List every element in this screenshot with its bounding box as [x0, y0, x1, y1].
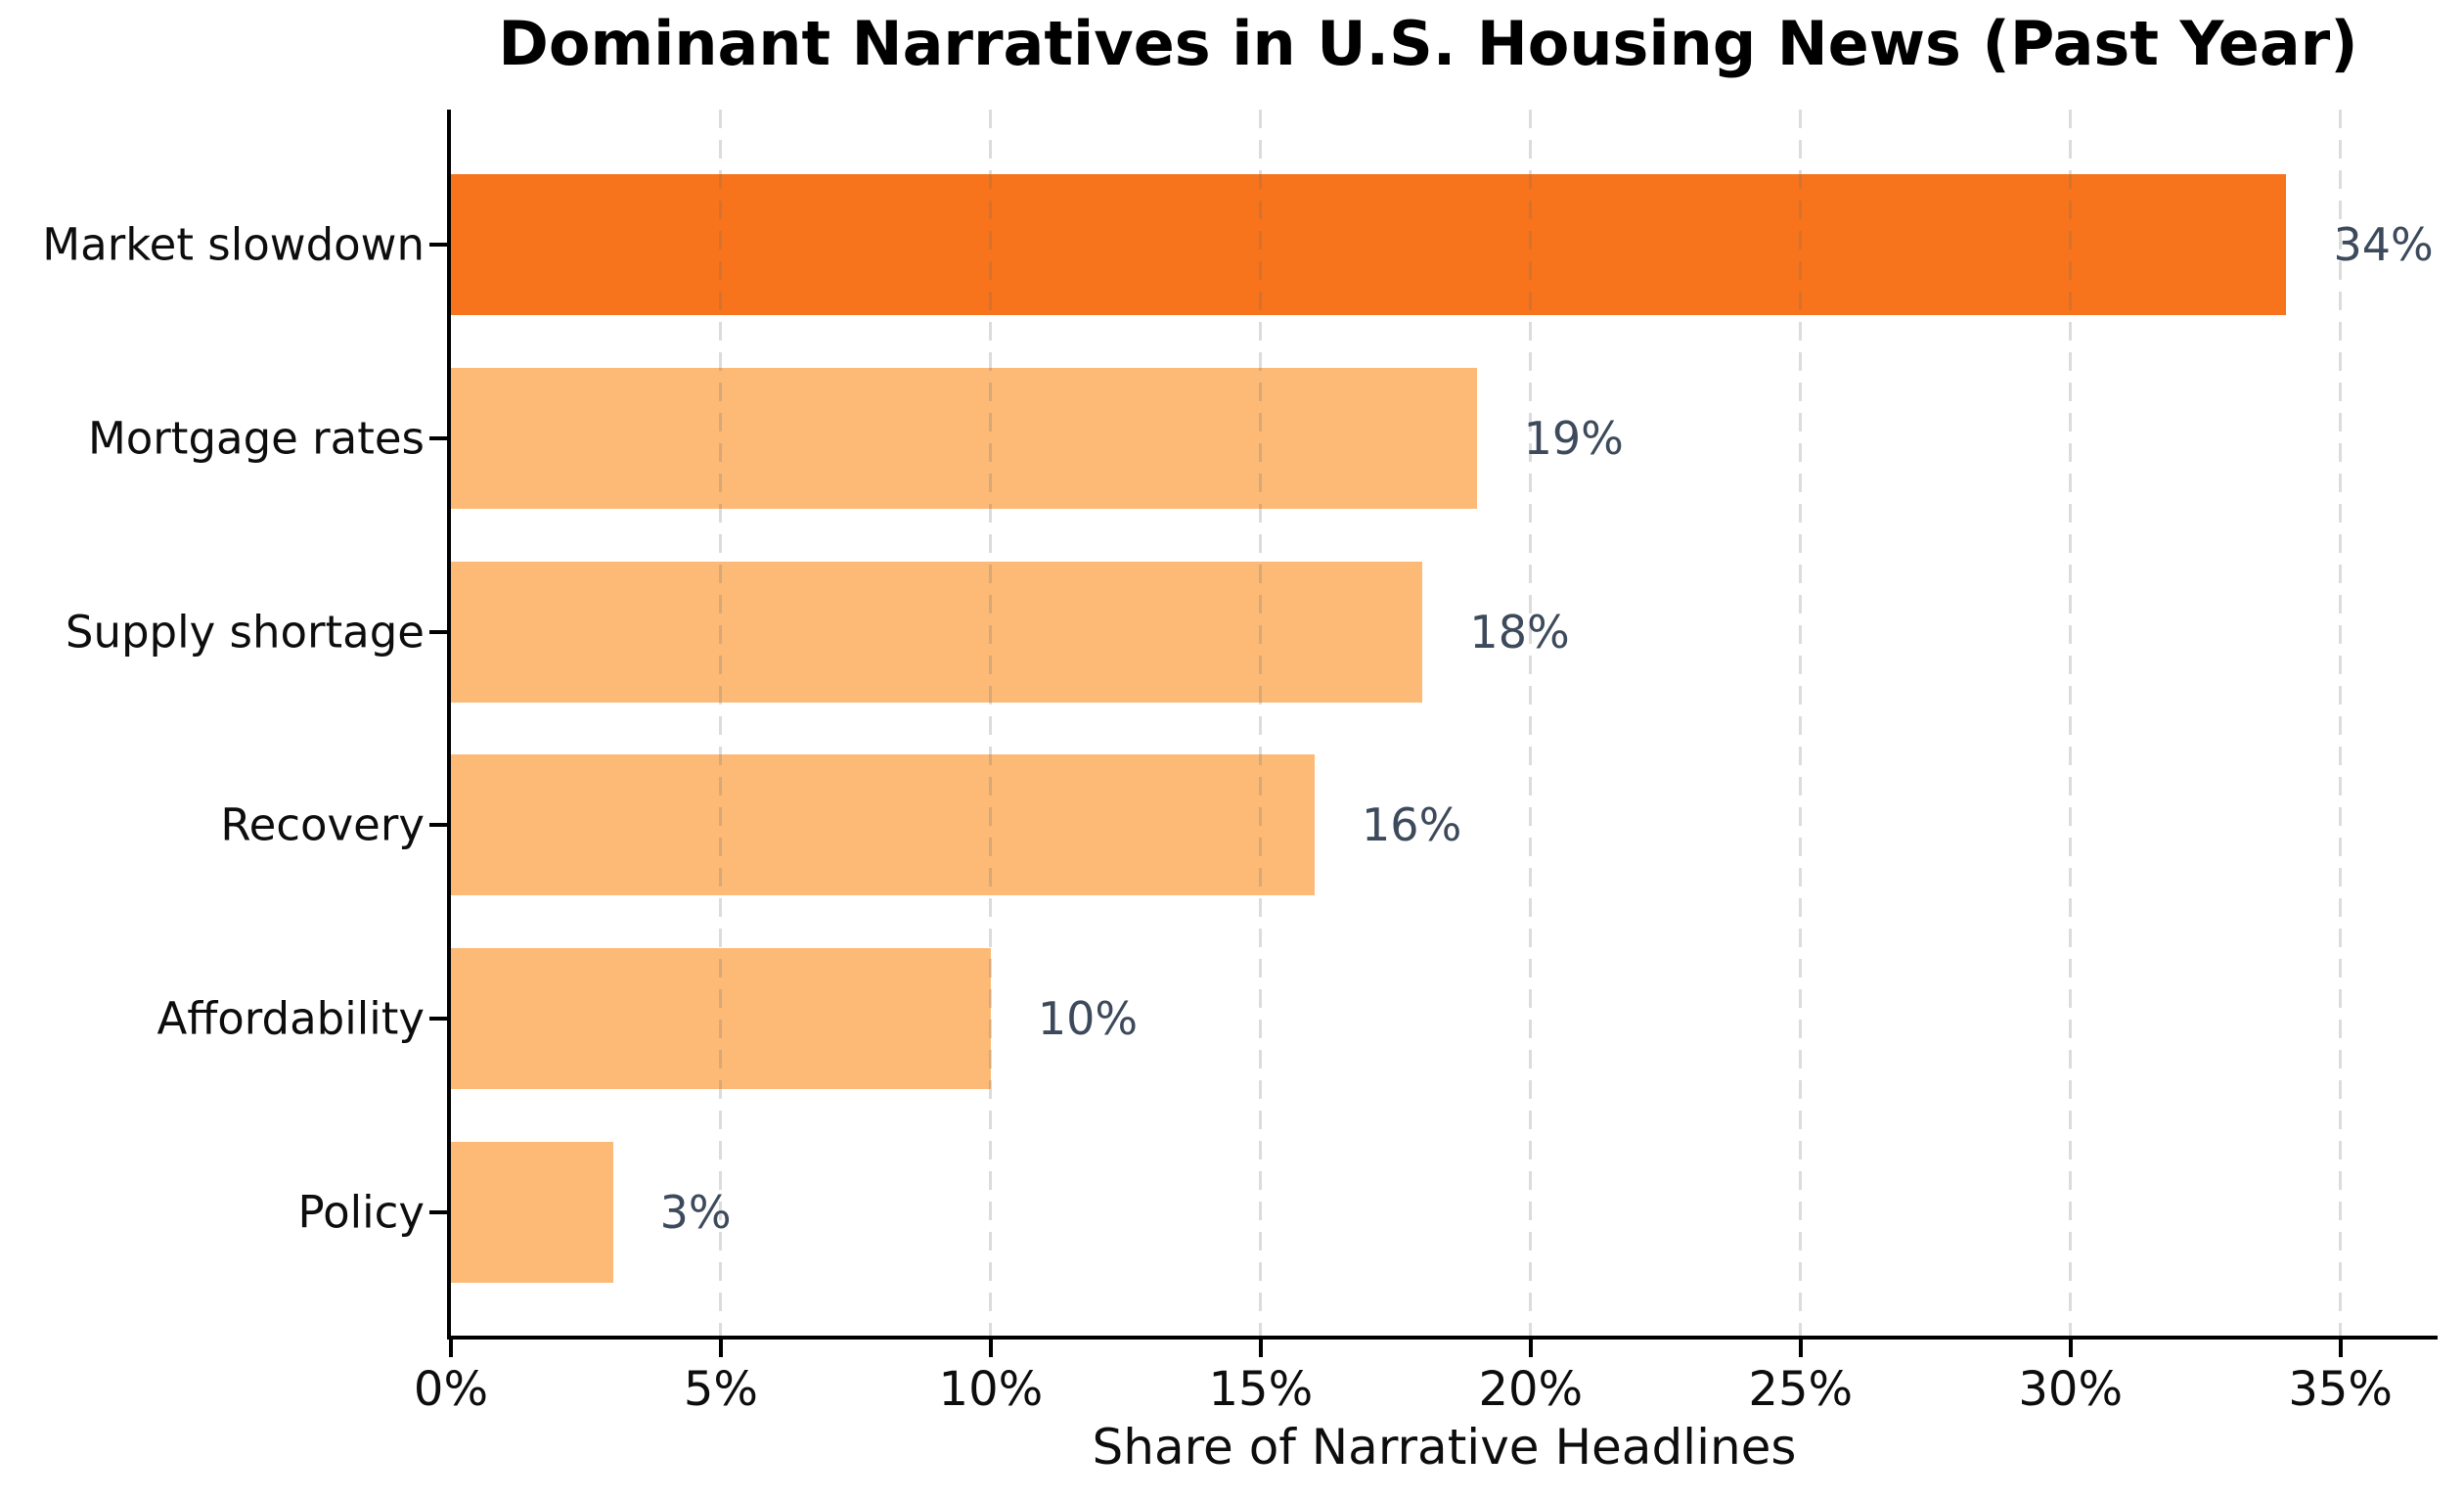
bar	[451, 1142, 613, 1283]
bar-value-label: 19%	[1523, 411, 1624, 465]
gridline	[1259, 110, 1263, 1336]
plot-area: 34% 19% 18% 16% 10% 3%	[451, 110, 2438, 1336]
y-tick-mark	[429, 629, 447, 634]
x-tick-label: 20%	[1478, 1362, 1584, 1417]
x-tick-mark	[2338, 1340, 2343, 1357]
x-tick-label: 0%	[413, 1362, 489, 1417]
category-label: Supply shortage	[65, 606, 425, 659]
bar	[451, 174, 2287, 315]
x-tick-label: 25%	[1748, 1362, 1854, 1417]
bar	[451, 367, 1477, 509]
x-tick-mark	[1258, 1340, 1263, 1357]
category-label: Affordability	[157, 992, 425, 1045]
x-tick-mark	[1798, 1340, 1803, 1357]
gridline	[989, 110, 993, 1336]
bar	[451, 948, 991, 1090]
x-tick-label: 35%	[2288, 1362, 2393, 1417]
y-tick-mark	[429, 1017, 447, 1022]
bar-value-label: 34%	[2333, 218, 2434, 271]
category-label: Mortgage rates	[87, 412, 425, 465]
gridline	[1799, 110, 1803, 1336]
gridline	[1529, 110, 1533, 1336]
x-tick-mark	[449, 1340, 453, 1357]
y-tick-mark	[429, 435, 447, 440]
bar	[451, 754, 1316, 896]
bar-value-label: 3%	[659, 1186, 732, 1239]
x-axis-label: Share of Narrative Headlines	[1092, 1419, 1797, 1476]
x-tick-mark	[988, 1340, 993, 1357]
x-tick-label: 5%	[683, 1362, 759, 1417]
x-axis-spine	[447, 1336, 2438, 1340]
gridline	[2069, 110, 2073, 1336]
gridline	[719, 110, 723, 1336]
bar-value-label: 16%	[1362, 798, 1462, 852]
y-tick-mark	[429, 823, 447, 828]
gridline	[2339, 110, 2343, 1336]
x-tick-mark	[1528, 1340, 1533, 1357]
category-label: Market slowdown	[42, 218, 425, 271]
y-axis-spine	[447, 110, 451, 1340]
x-tick-mark	[2068, 1340, 2073, 1357]
x-tick-label: 15%	[1208, 1362, 1314, 1417]
chart-title: Dominant Narratives in U.S. Housing News…	[498, 8, 2358, 79]
y-tick-mark	[429, 243, 447, 247]
bar-value-label: 18%	[1469, 605, 1570, 659]
bar-value-label: 10%	[1037, 992, 1139, 1046]
y-tick-mark	[429, 1210, 447, 1214]
x-tick-label: 10%	[938, 1362, 1044, 1417]
bar	[451, 561, 1423, 703]
category-label: Recovery	[220, 798, 425, 851]
category-label: Policy	[297, 1186, 425, 1239]
x-tick-label: 30%	[2018, 1362, 2124, 1417]
x-tick-mark	[718, 1340, 723, 1357]
